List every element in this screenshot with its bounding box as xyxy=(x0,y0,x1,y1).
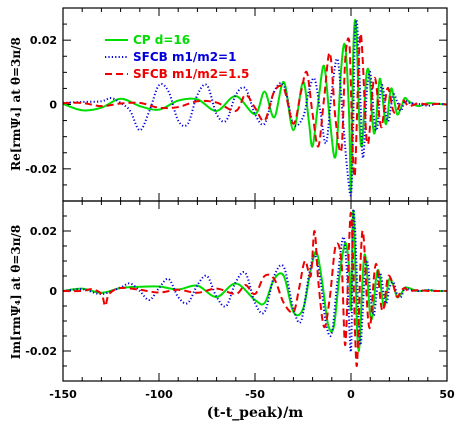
top-panel: -0.02 0 0.02 Re[rmΨ₄] at θ=3π/8 CP d=16 SFC… xyxy=(9,7,448,202)
legend-label: CP d=16 xyxy=(133,33,190,47)
top-ytick-labels: -0.02 0 0.02 xyxy=(25,34,57,176)
bottom-series-group xyxy=(63,208,447,368)
xtick-label: -150 xyxy=(49,388,77,401)
bottom-ytick-labels: -0.02 0 0.02 xyxy=(25,225,57,358)
ytick-label: -0.02 xyxy=(25,163,57,176)
series-line-dotted xyxy=(63,19,447,197)
ytick-label: -0.02 xyxy=(25,345,57,358)
bottom-ylabel: Im[rmΨ₄] at θ=3π/8 xyxy=(9,225,23,360)
top-series-group xyxy=(63,18,447,197)
top-axis-ticks xyxy=(62,7,448,202)
ytick-label: 0.02 xyxy=(30,225,57,238)
ytick-label: 0 xyxy=(49,285,57,298)
x-axis-label: (t-t_peak)/m xyxy=(207,405,304,421)
xtick-label: -50 xyxy=(245,388,265,401)
legend-label: SFCB m1/m2=1 xyxy=(133,50,236,64)
legend: CP d=16 SFCB m1/m2=1 SFCB m1/m2=1.5 xyxy=(105,33,249,81)
xtick-label: 50 xyxy=(439,388,455,401)
xtick-label: -100 xyxy=(145,388,173,401)
bottom-xtick-labels: -150 -100 -50 0 50 xyxy=(49,388,455,401)
top-ylabel: Re[rmΨ₄] at θ=3π/8 xyxy=(9,37,23,171)
series-line-solid xyxy=(63,209,447,353)
bottom-panel: -0.02 0 0.02 -150 -100 -50 0 50 Im[rmΨ₄] at θ=… xyxy=(9,200,455,421)
bottom-plot-frame xyxy=(62,200,448,382)
ytick-label: 0 xyxy=(49,99,57,112)
xtick-label: 0 xyxy=(347,388,355,401)
legend-label: SFCB m1/m2=1.5 xyxy=(133,67,249,81)
series-line-dashed xyxy=(63,32,447,178)
ytick-label: 0.02 xyxy=(30,34,57,47)
series-line-dashed xyxy=(63,211,447,368)
